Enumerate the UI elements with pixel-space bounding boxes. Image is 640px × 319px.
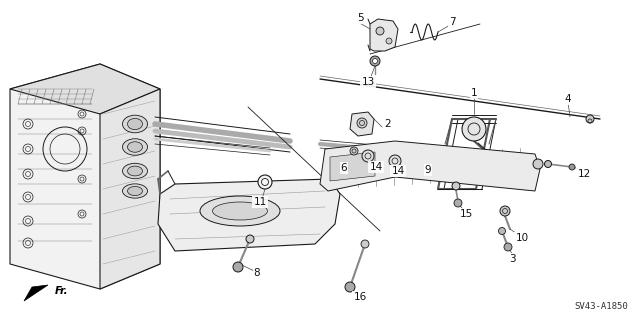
Circle shape: [499, 227, 506, 234]
Circle shape: [233, 262, 243, 272]
Text: Fr.: Fr.: [55, 286, 68, 296]
Ellipse shape: [200, 196, 280, 226]
Circle shape: [370, 56, 380, 66]
Text: 11: 11: [253, 197, 267, 207]
Circle shape: [462, 117, 486, 141]
Polygon shape: [158, 179, 340, 251]
Text: 16: 16: [353, 292, 367, 302]
Ellipse shape: [122, 115, 147, 133]
Text: 12: 12: [577, 169, 591, 179]
Ellipse shape: [212, 202, 268, 220]
Polygon shape: [10, 64, 160, 114]
Circle shape: [533, 159, 543, 169]
Circle shape: [586, 115, 594, 123]
Text: 5: 5: [356, 13, 364, 23]
Circle shape: [246, 235, 254, 243]
Text: SV43-A1850: SV43-A1850: [574, 302, 628, 311]
Circle shape: [376, 27, 384, 35]
Text: 2: 2: [385, 119, 391, 129]
Circle shape: [569, 164, 575, 170]
Text: 15: 15: [460, 209, 472, 219]
Ellipse shape: [122, 139, 147, 155]
Polygon shape: [10, 64, 160, 289]
Circle shape: [258, 175, 272, 189]
Circle shape: [389, 155, 401, 167]
Text: 8: 8: [253, 268, 260, 278]
Polygon shape: [330, 152, 375, 181]
Circle shape: [361, 240, 369, 248]
Polygon shape: [24, 285, 48, 301]
Text: 4: 4: [564, 94, 572, 104]
Text: 6: 6: [340, 163, 348, 173]
Text: 14: 14: [369, 162, 383, 172]
Circle shape: [454, 199, 462, 207]
Ellipse shape: [127, 166, 143, 176]
Circle shape: [504, 243, 512, 251]
Ellipse shape: [127, 118, 143, 130]
Circle shape: [345, 282, 355, 292]
Text: 14: 14: [392, 166, 404, 176]
Polygon shape: [350, 112, 374, 136]
Circle shape: [350, 147, 358, 155]
Circle shape: [372, 58, 378, 63]
Text: 3: 3: [509, 254, 515, 264]
Text: 9: 9: [425, 165, 431, 175]
Ellipse shape: [127, 186, 143, 196]
Text: 10: 10: [515, 233, 529, 243]
Circle shape: [386, 38, 392, 44]
Ellipse shape: [122, 163, 147, 179]
Text: 13: 13: [362, 77, 374, 87]
Ellipse shape: [122, 184, 147, 198]
Circle shape: [362, 150, 374, 162]
Ellipse shape: [127, 142, 143, 152]
Text: 1: 1: [470, 88, 477, 98]
Circle shape: [357, 118, 367, 128]
Polygon shape: [320, 141, 540, 191]
Polygon shape: [100, 89, 160, 289]
Polygon shape: [370, 19, 398, 51]
Circle shape: [500, 206, 510, 216]
Circle shape: [545, 160, 552, 167]
Circle shape: [452, 182, 460, 190]
Text: 7: 7: [449, 17, 455, 27]
